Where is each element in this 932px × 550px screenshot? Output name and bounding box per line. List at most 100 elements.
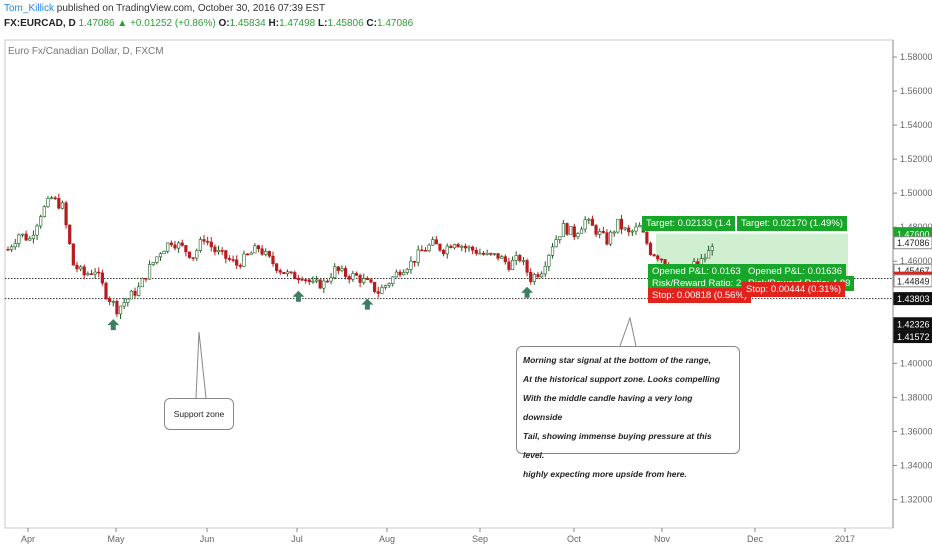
candle-up xyxy=(39,216,43,227)
candle-down xyxy=(354,273,359,276)
candle-up xyxy=(13,243,17,248)
candle-up xyxy=(162,251,166,255)
candle-up xyxy=(543,265,547,275)
candle-up xyxy=(467,246,471,249)
x-tick-label: Nov xyxy=(654,534,671,544)
candle-up xyxy=(616,218,620,233)
candle-up xyxy=(329,277,333,282)
candle-down xyxy=(231,259,235,261)
y-tick-label: 1.32000 xyxy=(900,494,932,504)
candle-up xyxy=(634,226,638,232)
publish-line: Tom_Killick published on TradingView.com… xyxy=(4,3,325,14)
candle-down xyxy=(463,245,467,249)
candle-up xyxy=(93,271,97,275)
candle-up xyxy=(391,276,395,284)
support-callout-pointer xyxy=(195,331,207,399)
y-tick-label: 1.50000 xyxy=(900,188,932,198)
candle-down xyxy=(420,249,424,252)
candle-down xyxy=(619,218,624,230)
candle-down xyxy=(180,242,184,246)
candle-up xyxy=(137,286,141,296)
price-tag xyxy=(893,317,932,331)
candle-down xyxy=(191,257,195,259)
note-line: With the middle candle having a very lon… xyxy=(523,393,693,422)
stop-label-1: Stop: 0.00818 (0.56%) xyxy=(648,288,752,303)
candle-up xyxy=(431,239,435,246)
high-label: H: xyxy=(268,18,280,29)
candle-down xyxy=(300,278,304,281)
candle-up xyxy=(49,197,54,200)
candle-down xyxy=(572,226,576,238)
x-tick-label: Aug xyxy=(379,534,395,544)
candle-up xyxy=(478,252,482,255)
y-tick-label: 1.56000 xyxy=(900,86,932,96)
candle-down xyxy=(358,275,362,283)
note-line: At the historical support zone. Looks co… xyxy=(523,374,720,384)
candle-up xyxy=(17,234,21,244)
candle-up xyxy=(253,245,257,254)
candle-up xyxy=(166,242,170,252)
candle-down xyxy=(645,231,649,244)
target-label-2: Target: 0.02170 (1.49%) xyxy=(737,216,847,231)
y-tick-label: 1.40000 xyxy=(900,358,932,368)
open-label: O: xyxy=(218,18,230,29)
candle-down xyxy=(627,227,631,233)
candle-up xyxy=(380,286,384,294)
candle-down xyxy=(278,270,282,273)
candle-up xyxy=(86,273,90,276)
candle-down xyxy=(648,243,653,255)
candle-up xyxy=(60,202,65,209)
price-tag xyxy=(893,330,932,344)
x-tick-label: Dec xyxy=(747,534,764,544)
candle-down xyxy=(206,240,210,243)
candle-down xyxy=(318,279,322,289)
candle-up xyxy=(500,256,504,259)
opened-pnl-2: Opened P&L: 0.01636 xyxy=(744,264,847,279)
candle-down xyxy=(184,245,188,253)
candle-down xyxy=(82,266,86,276)
publish-info: published on TradingView.com, October 30… xyxy=(56,3,326,14)
candle-down xyxy=(6,249,10,251)
candle-up xyxy=(405,269,409,273)
x-tick-label: Apr xyxy=(21,534,35,544)
morning-star-note: Morning star signal at the bottom of the… xyxy=(516,346,740,479)
candle-down xyxy=(525,260,529,273)
candle-down xyxy=(304,279,308,281)
candle-down xyxy=(227,258,232,260)
candle-up xyxy=(147,264,152,280)
candle-up xyxy=(140,277,144,288)
candle-down xyxy=(481,252,486,255)
candle-down xyxy=(235,259,239,266)
last-price: 1.47086 xyxy=(78,18,115,29)
candle-up xyxy=(547,254,551,267)
x-tick-label: Oct xyxy=(567,534,582,544)
candle-down xyxy=(97,271,101,274)
candle-down xyxy=(471,246,475,251)
price-tag xyxy=(893,274,932,288)
high-value: 1.47498 xyxy=(279,18,316,29)
candle-down xyxy=(594,225,598,235)
candle-up xyxy=(387,283,391,286)
candle-up xyxy=(492,253,497,255)
price-tag-label: 1.43803 xyxy=(897,294,930,304)
candle-down xyxy=(659,258,663,261)
candle-up xyxy=(311,280,315,283)
candle-down xyxy=(293,272,297,280)
candle-down xyxy=(53,197,57,200)
candle-up xyxy=(35,225,39,236)
candle-up xyxy=(31,234,36,239)
candle-up xyxy=(394,271,399,278)
candle-up xyxy=(445,245,449,255)
open-value: 1.45834 xyxy=(229,18,266,29)
candle-down xyxy=(441,249,446,255)
candle-up xyxy=(10,246,14,250)
candle-down xyxy=(133,290,137,296)
price-change: +0.01252 (+0.86%) xyxy=(130,18,216,29)
candle-up xyxy=(630,230,634,233)
candle-up xyxy=(340,268,344,271)
candle-up xyxy=(554,239,558,248)
author-link[interactable]: Tom_Killick xyxy=(4,3,55,14)
candle-down xyxy=(173,244,177,249)
candle-up xyxy=(333,266,337,279)
